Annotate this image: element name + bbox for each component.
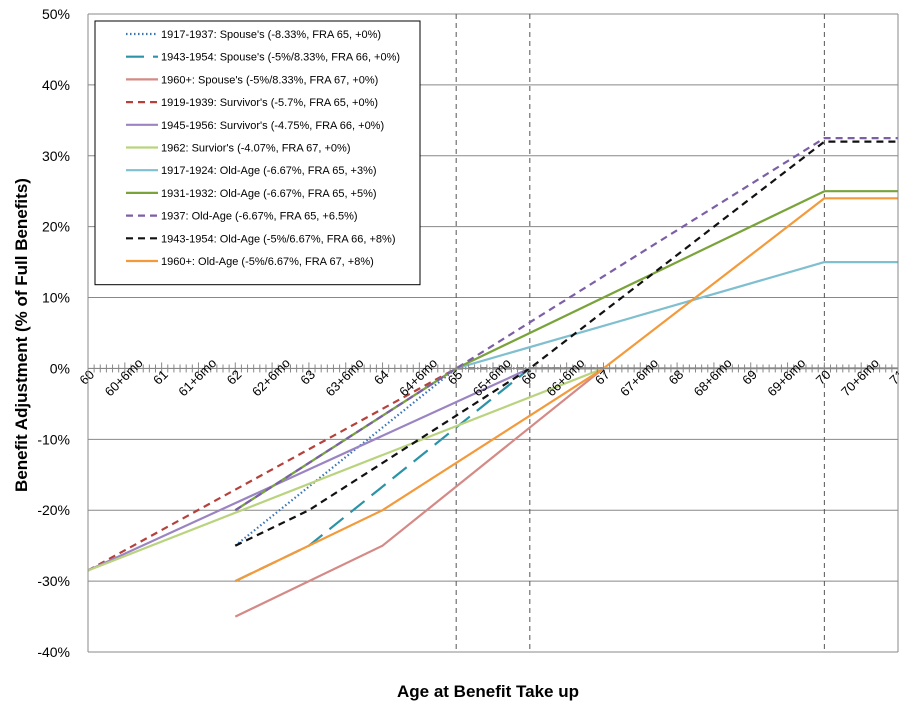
legend-label: 1943-1954: Old-Age (-5%/6.67%, FRA 66, +… [161,233,396,245]
y-tick-label: 0% [50,360,70,376]
y-tick-label: -30% [37,573,70,589]
legend-label: 1945-1956: Survivor's (-4.75%, FRA 66, +… [161,120,384,132]
y-tick-label: -20% [37,502,70,518]
legend-label: 1931-1932: Old-Age (-6.67%, FRA 65, +5%) [161,188,377,200]
y-tick-label: 20% [42,219,70,235]
series-line [234,137,898,512]
legend-box [94,20,421,286]
y-axis: -40% -30% -20% -10% 0% 10% 20% 30% 40% 50% [37,6,899,660]
legend-label: 1960+: Old-Age (-5%/6.67%, FRA 67, +8%) [161,256,374,268]
y-tick-label: 40% [42,77,70,93]
y-tick-label: -40% [37,644,70,660]
legend-label: 1917-1924: Old-Age (-6.67%, FRA 65, +3%) [161,165,377,177]
x-axis-title: Age at Benefit Take up [397,682,579,701]
legend-label: 1962: Survior's (-4.07%, FRA 67, +0%) [161,143,351,155]
series-line [234,190,898,512]
y-tick-label: 50% [42,6,70,22]
legend-label: 1937: Old-Age (-6.67%, FRA 65, +6.5%) [161,211,358,223]
series-line [234,140,898,547]
legend-label: 1943-1954: Spouse's (-5%/8.33%, FRA 66, … [161,52,400,64]
legend-label: 1960+: Spouse's (-5%/8.33%, FRA 67, +0%) [161,74,378,86]
legend-label: 1919-1939: Survivor's (-5.7%, FRA 65, +0… [161,97,378,109]
y-tick-label: 30% [42,148,70,164]
legend-label: 1917-1937: Spouse's (-8.33%, FRA 65, +0%… [161,29,381,41]
legend: 1917-1937: Spouse's (-8.33%, FRA 65, +0%… [94,20,421,286]
y-tick-label: 10% [42,290,70,306]
y-axis-title: Benefit Adjustment (% of Full Benefits) [12,178,31,492]
y-tick-label: -10% [37,431,70,447]
